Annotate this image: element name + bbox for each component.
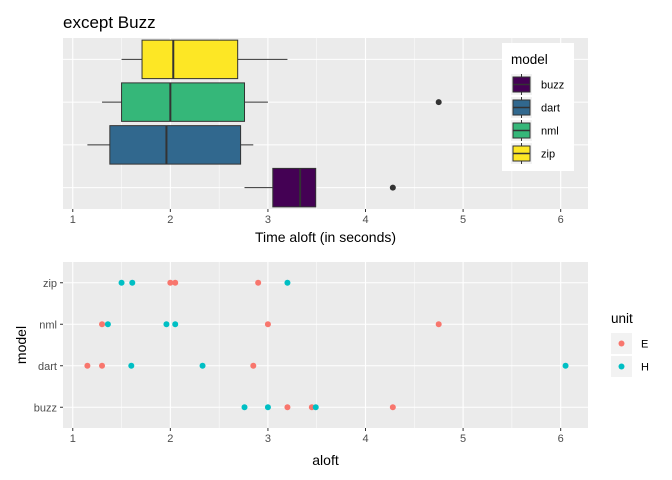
scatter-point-E [389, 404, 396, 411]
scatter-legend-title: unit [611, 311, 633, 326]
box-body [272, 167, 317, 208]
scatter-points [84, 279, 569, 411]
scatter-point-H [129, 279, 136, 286]
scatter-grid [63, 262, 588, 428]
legend-key-label: E [641, 339, 648, 351]
boxplot-legend: model buzz dart nml zip [502, 43, 574, 171]
boxplot-x-tick-label: 2 [167, 214, 173, 226]
boxplot-x-tick-label: 4 [362, 214, 368, 226]
box-nml [102, 82, 442, 122]
box-body [141, 39, 239, 80]
scatter-x-tick-label: 2 [167, 433, 173, 445]
boxplot-panel: except Buzz 1 2 3 4 5 6 Time aloft (in second… [63, 13, 588, 245]
legend-key-label: zip [541, 149, 555, 161]
box-body [109, 125, 242, 165]
boxplot-boxes [87, 39, 442, 208]
boxplot-legend-keys: buzz dart nml zip [511, 74, 564, 164]
scatter-x-tick-label: 1 [70, 433, 76, 445]
scatter-x-tick-label: 6 [558, 433, 564, 445]
boxplot-x-tick-label: 1 [70, 214, 76, 226]
scatter-y-tick-label: nml [39, 319, 57, 331]
legend-key-label: buzz [541, 80, 564, 92]
scatter-point-E [172, 279, 179, 286]
scatter-point-E [250, 362, 257, 369]
scatter-x-axis: 1 2 3 4 5 6 [70, 428, 564, 445]
scatter-plot-background [63, 262, 588, 428]
legend-key-buzz: buzz [511, 74, 564, 95]
legend-key-label: H [641, 362, 649, 374]
boxplot-legend-title: model [511, 52, 548, 67]
scatter-point-H [128, 362, 135, 369]
legend-key-label: nml [541, 126, 559, 138]
scatter-point-H [104, 321, 111, 328]
scatter-point-E [264, 321, 271, 328]
legend-key-marker [618, 340, 625, 347]
scatter-point-H [284, 279, 291, 286]
legend-key-marker [618, 363, 625, 370]
legend-key-label: dart [541, 103, 560, 115]
scatter-point-H [312, 404, 319, 411]
boxplot-x-axis-title: Time aloft (in seconds) [255, 229, 396, 245]
scatter-point-H [241, 404, 248, 411]
scatter-legend: unit EH [611, 311, 649, 377]
scatter-legend-keys: EH [611, 333, 649, 377]
scatter-point-E [99, 362, 106, 369]
boxplot-title: except Buzz [63, 13, 156, 32]
legend-key-zip: zip [511, 143, 555, 164]
scatter-x-tick-label: 5 [460, 433, 466, 445]
boxplot-x-tick-label: 5 [460, 214, 466, 226]
scatter-point-E [99, 321, 106, 328]
box-outlier-point [389, 184, 396, 191]
scatter-x-tick-label: 3 [265, 433, 271, 445]
scatter-x-axis-title: aloft [312, 452, 339, 468]
scatter-y-tick-label: dart [38, 361, 57, 373]
legend-key-H: H [611, 356, 649, 377]
box-dart [87, 125, 254, 165]
scatter-point-H [163, 321, 170, 328]
box-outlier-point [435, 99, 442, 106]
boxplot-x-tick-label: 3 [265, 214, 271, 226]
scatter-y-axis-title: model [13, 326, 29, 364]
box-zip [121, 39, 288, 80]
scatter-y-tick-label: zip [43, 278, 57, 290]
scatter-x-tick-label: 4 [362, 433, 368, 445]
scatter-point-E [167, 279, 174, 286]
scatter-point-E [284, 404, 291, 411]
scatter-point-H [118, 279, 125, 286]
scatter-point-E [84, 362, 91, 369]
scatter-point-E [435, 321, 442, 328]
box-buzz [244, 167, 396, 208]
scatter-point-H [264, 404, 271, 411]
scatter-y-axis: buzz dart nml zip [34, 278, 63, 414]
scatter-y-tick-label: buzz [34, 402, 57, 414]
scatter-point-E [255, 279, 262, 286]
boxplot-x-tick-label: 6 [558, 214, 564, 226]
boxplot-x-axis: 1 2 3 4 5 6 [70, 209, 564, 226]
box-body [121, 82, 246, 122]
scatter-point-H [199, 362, 206, 369]
legend-key-nml: nml [511, 120, 559, 141]
legend-key-dart: dart [511, 97, 560, 118]
scatter-panel: 1 2 3 4 5 6 buzz dart nml zip aloft model unit E… [13, 262, 649, 468]
legend-key-E: E [611, 333, 648, 354]
scatter-point-H [172, 321, 179, 328]
scatter-point-H [562, 362, 569, 369]
